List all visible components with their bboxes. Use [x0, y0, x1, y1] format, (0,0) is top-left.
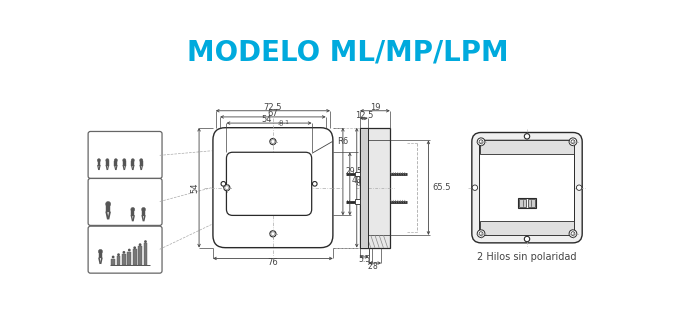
Text: 19: 19 [369, 103, 380, 112]
Circle shape [98, 249, 103, 254]
Text: 5.5: 5.5 [359, 256, 370, 265]
Text: 67: 67 [268, 109, 278, 118]
Bar [528, 199, 535, 207]
Circle shape [524, 134, 530, 139]
Circle shape [223, 185, 230, 191]
Bar [117, 256, 120, 265]
Text: 8: 8 [373, 262, 378, 271]
Bar [128, 252, 131, 265]
Bar [479, 140, 574, 154]
Text: -0.1: -0.1 [278, 120, 289, 124]
Bar [360, 128, 368, 248]
FancyBboxPatch shape [226, 152, 312, 215]
Circle shape [479, 140, 483, 144]
Text: 54: 54 [261, 116, 272, 124]
Bar [98, 252, 102, 258]
Bar [360, 128, 390, 248]
Circle shape [571, 140, 575, 144]
Circle shape [128, 249, 130, 251]
Circle shape [112, 256, 115, 258]
Bar [355, 199, 360, 204]
Text: 76: 76 [268, 258, 278, 267]
Circle shape [133, 246, 136, 249]
Circle shape [524, 236, 530, 242]
Bar [133, 249, 136, 265]
Circle shape [569, 230, 576, 237]
Bar [132, 161, 134, 166]
Bar [140, 161, 143, 166]
Text: 76: 76 [359, 183, 368, 192]
Bar [131, 210, 134, 216]
Text: -0.1: -0.1 [356, 179, 367, 184]
Circle shape [122, 251, 126, 254]
Circle shape [139, 243, 141, 246]
Circle shape [142, 208, 145, 211]
Text: 12.5: 12.5 [354, 111, 373, 120]
FancyBboxPatch shape [88, 178, 162, 225]
Circle shape [270, 231, 276, 237]
Bar [143, 243, 147, 265]
Bar [138, 246, 142, 265]
Circle shape [270, 138, 276, 145]
Circle shape [106, 159, 109, 162]
Circle shape [117, 253, 120, 256]
Circle shape [221, 182, 225, 186]
Text: MODELO ML/MP/LPM: MODELO ML/MP/LPM [187, 38, 509, 66]
Circle shape [140, 159, 143, 162]
Circle shape [571, 232, 575, 235]
Text: 2: 2 [368, 262, 373, 271]
Text: -0: -0 [278, 122, 284, 126]
Bar [142, 210, 145, 216]
Circle shape [131, 208, 134, 211]
Circle shape [312, 182, 317, 186]
Bar [98, 161, 100, 166]
Circle shape [106, 202, 111, 207]
Bar [479, 221, 574, 235]
Circle shape [225, 186, 229, 190]
Circle shape [569, 138, 576, 146]
Circle shape [123, 159, 126, 162]
Text: 65.5: 65.5 [433, 183, 451, 192]
Circle shape [472, 185, 477, 190]
Circle shape [144, 240, 147, 243]
FancyBboxPatch shape [88, 226, 162, 273]
Bar [115, 161, 117, 166]
Bar [106, 161, 109, 166]
Bar [111, 259, 115, 265]
Bar [122, 254, 126, 265]
FancyBboxPatch shape [479, 140, 574, 235]
Circle shape [576, 185, 582, 190]
Circle shape [131, 159, 134, 162]
FancyBboxPatch shape [472, 132, 582, 243]
Circle shape [479, 232, 483, 235]
Bar [123, 161, 126, 166]
Text: 2 Hilos sin polaridad: 2 Hilos sin polaridad [477, 252, 576, 262]
Bar [106, 205, 110, 212]
Text: 54: 54 [191, 182, 200, 193]
Text: 29.5: 29.5 [346, 167, 363, 176]
Text: -0: -0 [356, 182, 361, 187]
FancyBboxPatch shape [213, 128, 333, 248]
Circle shape [97, 159, 100, 162]
Bar [519, 199, 526, 207]
Bar [518, 198, 536, 208]
Text: 40: 40 [351, 176, 361, 185]
Text: 72.5: 72.5 [263, 103, 282, 112]
Circle shape [477, 230, 485, 237]
Text: R6: R6 [337, 137, 348, 146]
Circle shape [477, 138, 485, 146]
Bar [355, 172, 360, 176]
FancyBboxPatch shape [88, 131, 162, 178]
Circle shape [271, 140, 275, 143]
Circle shape [271, 232, 275, 236]
Circle shape [114, 159, 117, 162]
